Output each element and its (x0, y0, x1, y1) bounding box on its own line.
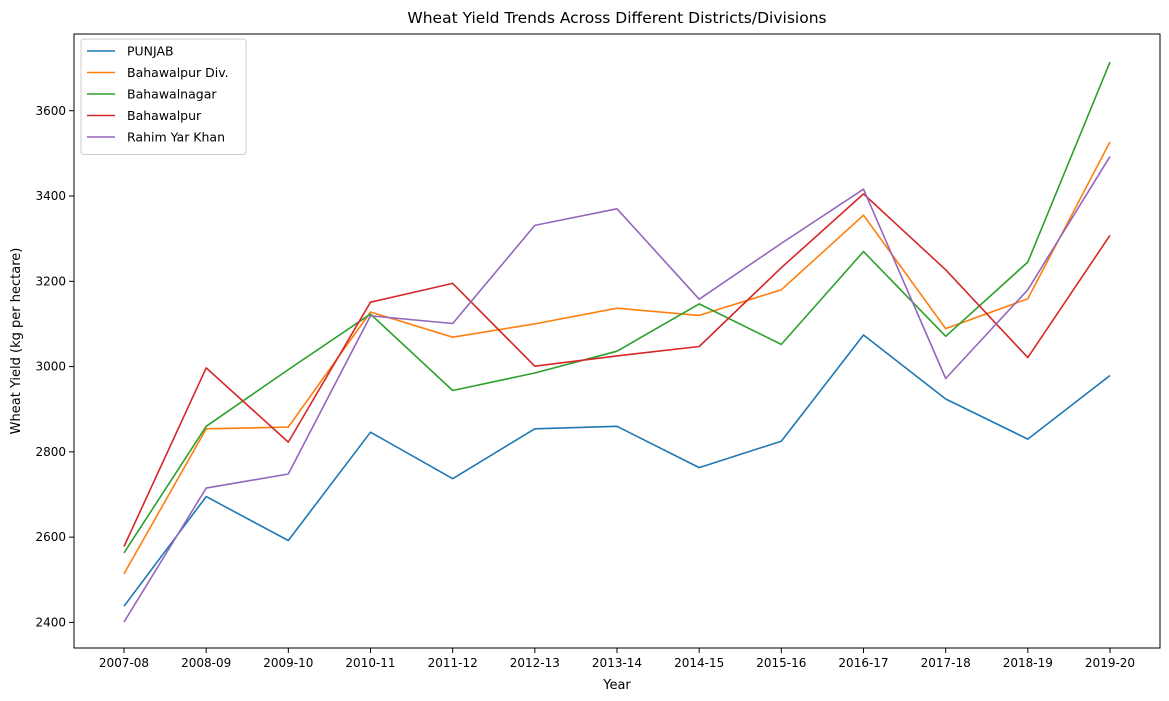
y-axis: 2400 2600 2800 3000 3200 3400 3600 (35, 104, 74, 629)
x-tick-label: 2016-17 (838, 656, 888, 670)
x-tick-label: 2014-15 (674, 656, 724, 670)
x-axis: 2007-08 2008-09 2009-10 2010-11 2011-12 2012-… (99, 648, 1135, 670)
x-tick-label: 2007-08 (99, 656, 149, 670)
legend-box (80, 38, 247, 155)
x-tick-label: 2013-14 (592, 656, 642, 670)
chart-title: Wheat Yield Trends Across Different Dist… (407, 9, 826, 27)
x-tick-label: 2018-19 (1003, 656, 1053, 670)
x-tick-label: 2015-16 (756, 656, 806, 670)
legend-entry-label: Bahawalnagar (127, 87, 217, 102)
legend-entry-label: Bahawalpur Div. (127, 65, 229, 80)
x-tick-label: 2009-10 (263, 656, 313, 670)
series-line-rahim-yar-khan (123, 155, 1111, 623)
x-tick-label: 2019-20 (1085, 656, 1135, 670)
legend-entry-label: PUNJAB (127, 44, 174, 59)
x-tick-label: 2012-13 (510, 656, 560, 670)
series-line-bahawalnagar (123, 61, 1111, 554)
x-axis-label: Year (602, 678, 631, 693)
plot-lines (123, 61, 1111, 623)
x-tick-label: 2008-09 (181, 656, 231, 670)
legend-entry-label: Bahawalpur (127, 108, 202, 123)
y-tick-label: 3600 (35, 104, 66, 118)
y-axis-label: Wheat Yield (kg per hectare) (9, 248, 24, 435)
legend-entry-label: Rahim Yar Khan (127, 130, 225, 145)
series-line-bahawalpur-div (123, 141, 1111, 575)
y-tick-label: 2400 (35, 615, 66, 629)
x-tick-label: 2017-18 (921, 656, 971, 670)
x-tick-label: 2010-11 (345, 656, 395, 670)
series-line-punjab (123, 334, 1111, 607)
x-tick-label: 2011-12 (428, 656, 478, 670)
y-tick-label: 3400 (35, 189, 66, 203)
y-tick-label: 3000 (35, 360, 66, 374)
y-tick-label: 3200 (35, 274, 66, 288)
y-tick-label: 2600 (35, 530, 66, 544)
legend: PUNJAB Bahawalpur Div. Bahawalnagar Bahawal… (80, 38, 247, 155)
y-tick-label: 2800 (35, 445, 66, 459)
series-line-bahawalpur (123, 193, 1111, 547)
